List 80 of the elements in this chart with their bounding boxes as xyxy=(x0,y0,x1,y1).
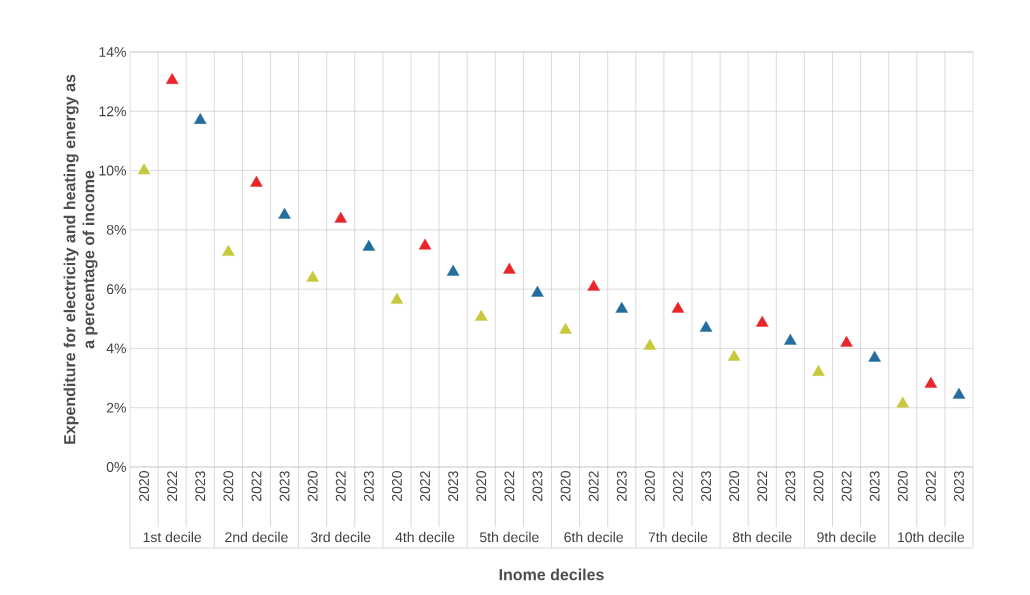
point xyxy=(503,262,516,274)
point xyxy=(952,387,966,399)
point xyxy=(868,350,881,362)
text: 5th decile xyxy=(479,531,539,543)
y-tick-label: 8% xyxy=(106,224,126,235)
x-tick-label: 2020 xyxy=(813,471,824,501)
y-tick-label: 0% xyxy=(106,462,126,472)
point xyxy=(418,238,432,250)
point xyxy=(840,335,853,347)
text: 8th decile xyxy=(732,531,792,543)
x-tick-label: 2020 xyxy=(897,471,908,501)
point xyxy=(362,239,376,251)
y-axis-title: Expenditure for electricity and heating energy as a percentage of income xyxy=(63,74,98,444)
x-tick-label: 2023 xyxy=(448,471,459,501)
x-tick-label: 2022 xyxy=(251,471,262,501)
text: 2nd decile xyxy=(225,531,288,543)
x-tick-label: 2020 xyxy=(307,471,318,501)
x-tick-label: 2022 xyxy=(420,471,431,501)
point xyxy=(671,301,685,313)
x-tick-label: 2023 xyxy=(363,471,374,501)
x-tick-label: 2022 xyxy=(588,471,599,501)
x-tick-label: 2020 xyxy=(139,471,150,501)
text: 6th decile xyxy=(564,531,623,543)
point xyxy=(727,349,741,361)
y-tick-label: 4% xyxy=(106,343,126,354)
x-tick-label: 2022 xyxy=(757,471,768,501)
point xyxy=(306,270,319,282)
x-tick-label: 2022 xyxy=(841,471,852,501)
text: 4th decile xyxy=(395,531,455,543)
y-tick-label: 14% xyxy=(99,47,126,57)
y-tick-label: 2% xyxy=(106,402,126,413)
point xyxy=(531,285,544,297)
point xyxy=(643,338,657,350)
x-tick-label: 2020 xyxy=(560,471,571,501)
x-tick-label: 2020 xyxy=(391,471,402,501)
text: 3rd decile xyxy=(310,531,371,543)
point xyxy=(587,279,600,291)
x-tick-label: 2023 xyxy=(616,471,627,501)
text: 1st decile xyxy=(143,531,202,543)
point xyxy=(446,264,460,276)
point xyxy=(559,322,572,334)
x-tick-label: 2022 xyxy=(672,471,683,501)
point xyxy=(812,364,825,376)
y-tick-label: 10% xyxy=(99,165,126,176)
x-tick-label: 2022 xyxy=(167,471,178,501)
point xyxy=(924,376,938,388)
point xyxy=(222,244,235,256)
point xyxy=(784,333,797,345)
x-tick-label: 2023 xyxy=(869,471,880,501)
y-tick-label: 6% xyxy=(106,284,126,295)
x-axis-title: Inome deciles xyxy=(499,568,604,581)
point xyxy=(137,163,151,175)
point xyxy=(699,320,713,332)
y-tick-label: 12% xyxy=(99,106,126,117)
point xyxy=(278,207,291,219)
point xyxy=(474,309,488,321)
point xyxy=(334,211,348,223)
point xyxy=(756,315,769,327)
x-tick-label: 2023 xyxy=(279,471,290,501)
x-tick-label: 2022 xyxy=(504,471,515,501)
x-tick-label: 2023 xyxy=(195,471,206,501)
x-tick-label: 2020 xyxy=(223,471,234,501)
x-tick-label: 2023 xyxy=(953,471,964,501)
x-tick-label: 2022 xyxy=(335,471,346,501)
text: 10th decile xyxy=(898,531,965,543)
text: 9th decile xyxy=(817,531,876,543)
x-tick-label: 2020 xyxy=(644,471,655,501)
x-tick-label: 2020 xyxy=(476,471,487,501)
x-tick-label: 2022 xyxy=(925,471,936,501)
x-tick-label: 2023 xyxy=(701,471,712,501)
point xyxy=(615,301,629,313)
point xyxy=(165,72,179,84)
point xyxy=(193,112,207,124)
point xyxy=(390,292,404,304)
point xyxy=(250,175,263,187)
x-tick-label: 2020 xyxy=(729,471,740,501)
x-tick-label: 2023 xyxy=(785,471,796,501)
x-tick-label: 2023 xyxy=(532,471,543,501)
text: 7th decile xyxy=(648,531,708,543)
point xyxy=(896,396,910,408)
